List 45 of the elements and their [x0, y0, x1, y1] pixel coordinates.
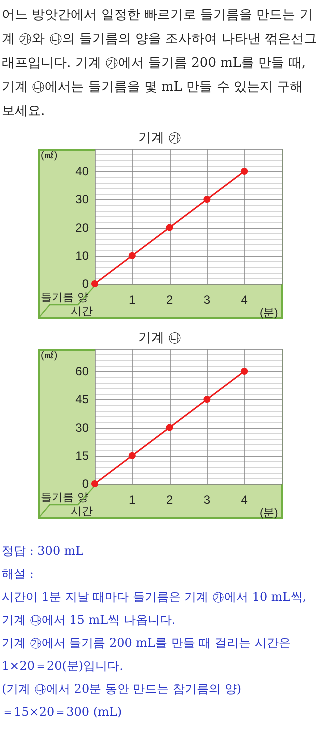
- text: 어느 방앗간에서 일정한 빠르기로 들기름을 만드는 기계 ㉮와 ㉯의 들기름의 양을 조사하여 나타낸 꺾은선그래프입니다. 기계 ㉮에서 들기름 200 mL를 만들 때, 기계 ㉯에서는 들기름을 몇 mL 만들 수 있는지 구해 보세요.: [2, 7, 318, 121]
- y-tick-label: 0: [82, 277, 90, 291]
- x-tick-label: 2: [166, 493, 174, 507]
- text: 기계 ㉮에서 들기름 200 mL를 만들 때 걸리는 시간은 1×20＝20(분)입니다.: [2, 635, 292, 675]
- point: [128, 252, 136, 260]
- x-tick-label: 4: [241, 293, 248, 307]
- y-tick-label: 45: [76, 392, 90, 407]
- text: 시간: [71, 304, 93, 319]
- y-tick-label: 0: [82, 477, 90, 491]
- point: [92, 280, 98, 288]
- x-tick-label: 4: [241, 493, 248, 507]
- text: 들기름 양: [41, 490, 88, 505]
- y-tick-label: 10: [76, 248, 90, 263]
- point: [204, 196, 211, 204]
- point: [128, 452, 136, 460]
- point: [166, 224, 174, 232]
- point: [166, 424, 174, 432]
- x-tick-label: 3: [204, 293, 211, 307]
- x-tick-label: 1: [129, 293, 136, 307]
- point: [92, 480, 98, 488]
- y-tick-label: 60: [76, 364, 90, 378]
- y-axis-title: (㎖): [41, 350, 58, 362]
- x-tick-label: 1: [129, 493, 136, 507]
- x-tick-label: 3: [204, 493, 211, 507]
- point: [241, 168, 248, 175]
- text: 들기름 양: [41, 290, 88, 305]
- text: 시간이 1분 지날 때마다 들기름은 기계 ㉮에서 10 mL씩, 기계 ㉯에서 15 mL씩 나옵니다.: [2, 589, 308, 629]
- x-axis-title: (분): [260, 508, 278, 520]
- y-tick-label: 40: [76, 164, 90, 178]
- x-tick-label: 2: [166, 293, 174, 307]
- y-tick-label: 30: [76, 420, 90, 435]
- chart-title: 기계 ㉮: [138, 131, 182, 146]
- text: 해설 :: [2, 566, 35, 583]
- chart-title: 기계 ㉯: [138, 331, 182, 346]
- y-axis-title: (㎖): [41, 150, 58, 162]
- text: (기계 ㉯에서 20분 동안 만드는 참기름의 양): [2, 681, 243, 698]
- text: 정답 : 300 mL: [2, 543, 85, 560]
- y-tick-label: 20: [76, 220, 90, 235]
- text: ＝15×20＝300 (mL): [2, 704, 124, 721]
- text: 시간: [71, 504, 93, 519]
- y-tick-label: 15: [76, 448, 90, 463]
- point: [204, 396, 211, 404]
- y-tick-label: 30: [76, 192, 90, 207]
- x-axis-title: (분): [260, 308, 278, 320]
- point: [241, 368, 248, 375]
